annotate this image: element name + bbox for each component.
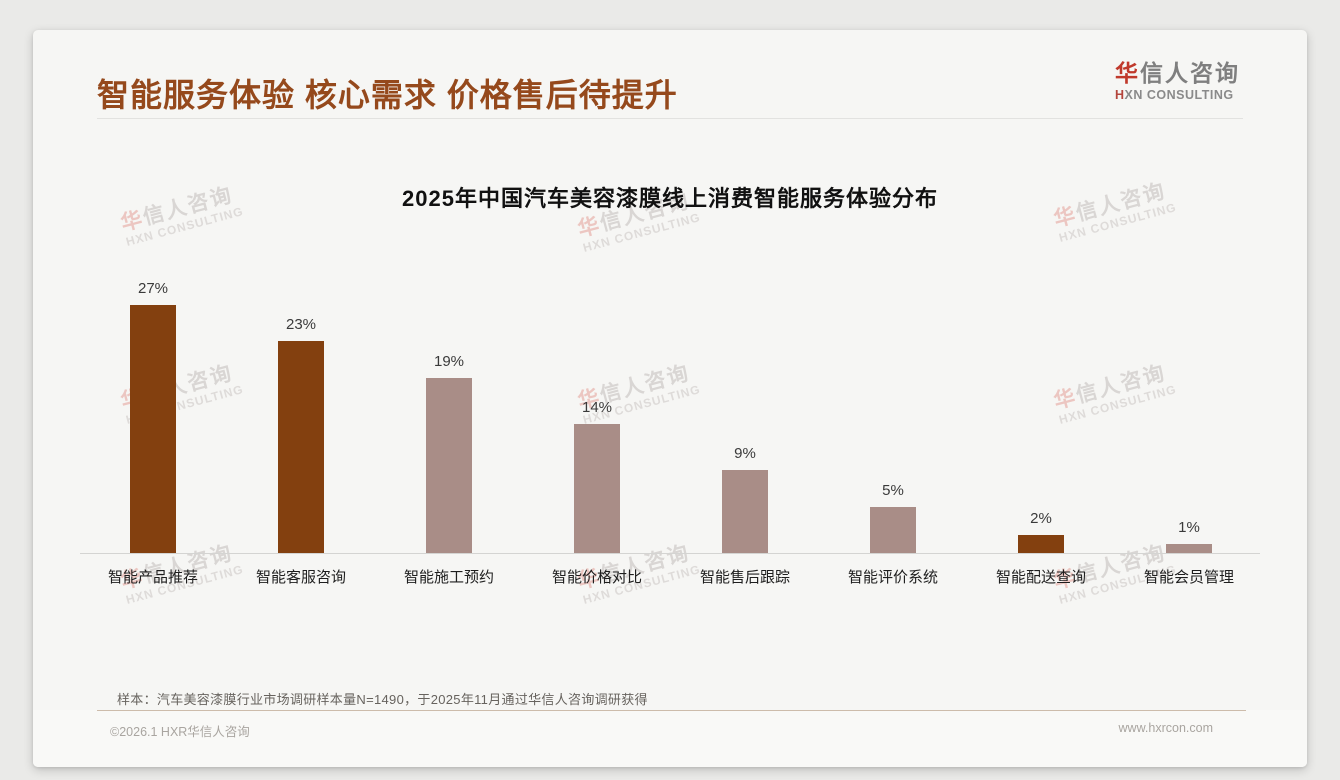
bar-智能售后跟踪 xyxy=(722,470,768,553)
bar-category-label: 智能会员管理 xyxy=(1143,569,1234,586)
bar-智能评价系统 xyxy=(870,507,916,553)
bar-category-label: 智能产品推荐 xyxy=(107,569,198,586)
logo-cn-rest: 信人咨询 xyxy=(1140,60,1240,86)
bar-value-label: 1% xyxy=(1178,519,1200,536)
bar-category-label: 智能售后跟踪 xyxy=(699,569,790,586)
bar-智能配送查询 xyxy=(1018,535,1064,553)
bar-value-label: 14% xyxy=(581,399,613,416)
bar-智能会员管理 xyxy=(1166,544,1212,553)
logo-en-rest: XN CONSULTING xyxy=(1124,87,1234,102)
bar-value-label: 2% xyxy=(1030,510,1052,527)
chart-plot: 27% 智能产品推荐 23% 智能客服咨询 19% 智能施工预约 14% 智能价格对比 9% 智能… xyxy=(33,30,1307,767)
logo-en-text: HXN CONSULTING xyxy=(1115,88,1240,102)
bar-value-label: 19% xyxy=(433,353,465,370)
bar-category-label: 智能价格对比 xyxy=(551,569,642,586)
bar-智能价格对比 xyxy=(574,424,620,553)
bar-智能施工预约 xyxy=(426,378,472,553)
title-divider xyxy=(97,118,1243,119)
footer-band xyxy=(33,710,1307,767)
sample-note: 样本：汽车美容漆膜行业市场调研样本量N=1490，于2025年11月通过华信人咨… xyxy=(117,692,648,707)
logo-cn-accent: 华 xyxy=(1115,60,1140,86)
chart-title: 2025年中国汽车美容漆膜线上消费智能服务体验分布 xyxy=(402,186,938,211)
bar-value-label: 9% xyxy=(734,445,756,462)
website-text: www.hxrcon.com xyxy=(1118,721,1213,735)
bar-value-label: 5% xyxy=(882,482,904,499)
bar-category-label: 智能配送查询 xyxy=(995,569,1086,586)
logo-en-accent: H xyxy=(1115,87,1125,102)
bar-智能产品推荐 xyxy=(130,305,176,553)
bar-category-label: 智能客服咨询 xyxy=(255,569,346,586)
brand-logo: 华信人咨询 HXN CONSULTING xyxy=(1115,60,1240,102)
logo-cn-text: 华信人咨询 xyxy=(1115,60,1240,88)
footer-divider xyxy=(97,710,1246,711)
bar-智能客服咨询 xyxy=(278,341,324,553)
bar-category-label: 智能施工预约 xyxy=(403,569,494,586)
copyright-text: ©2026.1 HXR华信人咨询 xyxy=(110,725,250,739)
x-axis-line xyxy=(80,553,1260,554)
bar-value-label: 23% xyxy=(285,316,317,333)
page-title: 智能服务体验 核心需求 价格售后待提升 xyxy=(97,77,678,113)
bar-category-label: 智能评价系统 xyxy=(847,569,938,586)
bar-value-label: 27% xyxy=(137,280,169,297)
report-card: 华信人咨询 HXN CONSULTING 华信人咨询 HXN CONSULTING 华信… xyxy=(33,30,1307,767)
